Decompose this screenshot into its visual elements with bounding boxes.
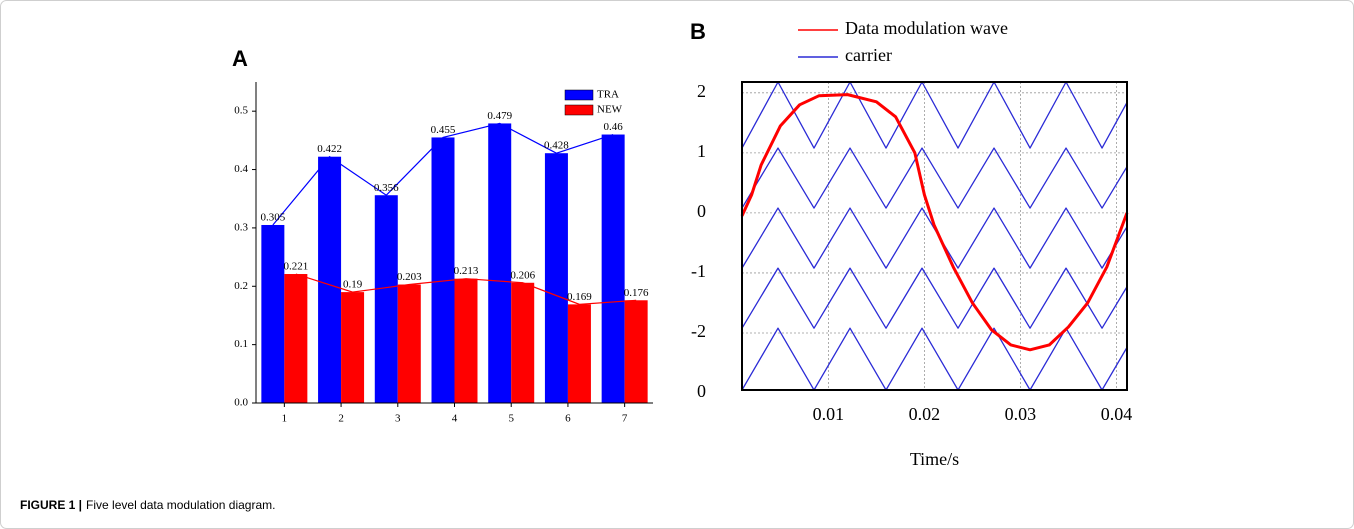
value-label: 0.176 xyxy=(624,287,649,299)
value-label: 0.169 xyxy=(567,291,592,303)
value-label: 0.455 xyxy=(431,124,456,136)
bar xyxy=(601,134,625,403)
bar xyxy=(567,304,591,403)
bar xyxy=(454,278,478,403)
value-label: 0.422 xyxy=(317,143,342,155)
bar xyxy=(544,153,568,403)
bar xyxy=(318,156,342,403)
bar xyxy=(341,292,365,403)
x-tick-label: 0.01 xyxy=(813,404,845,424)
bar xyxy=(511,282,535,403)
bar xyxy=(397,284,421,403)
value-label: 0.479 xyxy=(487,110,512,122)
value-label: 0.19 xyxy=(343,279,363,291)
bar xyxy=(374,195,398,403)
y-tick-label: 2 xyxy=(697,81,706,101)
value-label: 0.203 xyxy=(397,271,422,283)
panel-label: A xyxy=(232,46,248,71)
x-tick-label: 6 xyxy=(565,413,571,425)
y-tick-label: 0.3 xyxy=(234,221,248,233)
y-tick-label: 0.0 xyxy=(234,397,248,409)
y-tick-label: 0 xyxy=(697,381,706,401)
bar xyxy=(431,137,455,404)
y-tick-label: 0.5 xyxy=(234,105,248,117)
y-tick-label: 0.1 xyxy=(234,338,248,350)
y-tick-label: -1 xyxy=(691,261,706,281)
series-line xyxy=(741,81,1128,391)
value-label: 0.305 xyxy=(260,212,285,224)
x-tick-label: 0.02 xyxy=(909,404,941,424)
value-label: 0.221 xyxy=(283,261,308,273)
bar xyxy=(624,300,648,403)
legend-label: Data modulation wave xyxy=(845,18,1008,38)
panel-label: B xyxy=(690,19,706,44)
caption-label: FIGURE 1 | xyxy=(20,498,82,512)
x-axis-title: Time/s xyxy=(910,449,959,469)
x-tick-label: 0.03 xyxy=(1005,404,1037,424)
y-tick-label: -2 xyxy=(691,321,706,341)
caption-text: Five level data modulation diagram. xyxy=(86,498,275,512)
bar xyxy=(284,274,308,403)
value-label: 0.46 xyxy=(604,121,624,133)
bar xyxy=(261,224,285,403)
trend-line xyxy=(272,122,614,226)
value-label: 0.206 xyxy=(510,269,535,281)
value-label: 0.428 xyxy=(544,140,569,152)
x-tick-label: 0.04 xyxy=(1101,404,1133,424)
trend-line xyxy=(295,273,637,305)
y-tick-label: 1 xyxy=(697,141,706,161)
value-label: 0.356 xyxy=(374,182,399,194)
plot-frame xyxy=(741,81,1128,391)
x-tick-label: 4 xyxy=(452,413,458,425)
x-tick-label: 5 xyxy=(508,413,514,425)
y-tick-label: 0.2 xyxy=(234,280,248,292)
x-tick-label: 3 xyxy=(395,413,401,425)
legend-label: TRA xyxy=(597,89,619,101)
value-label: 0.213 xyxy=(454,265,479,277)
x-tick-label: 1 xyxy=(282,413,288,425)
x-tick-label: 7 xyxy=(622,413,628,425)
legend-label: carrier xyxy=(845,45,892,65)
x-tick-label: 2 xyxy=(338,413,344,425)
bar xyxy=(488,123,512,404)
legend-swatch xyxy=(564,104,594,116)
legend-label: NEW xyxy=(597,104,623,116)
legend-swatch xyxy=(564,89,594,101)
caption: FIGURE 1 | Five level data modulation dia… xyxy=(20,498,275,512)
y-tick-label: 0.4 xyxy=(234,163,248,175)
series-line xyxy=(740,93,1129,352)
y-tick-label: 0 xyxy=(697,201,706,221)
